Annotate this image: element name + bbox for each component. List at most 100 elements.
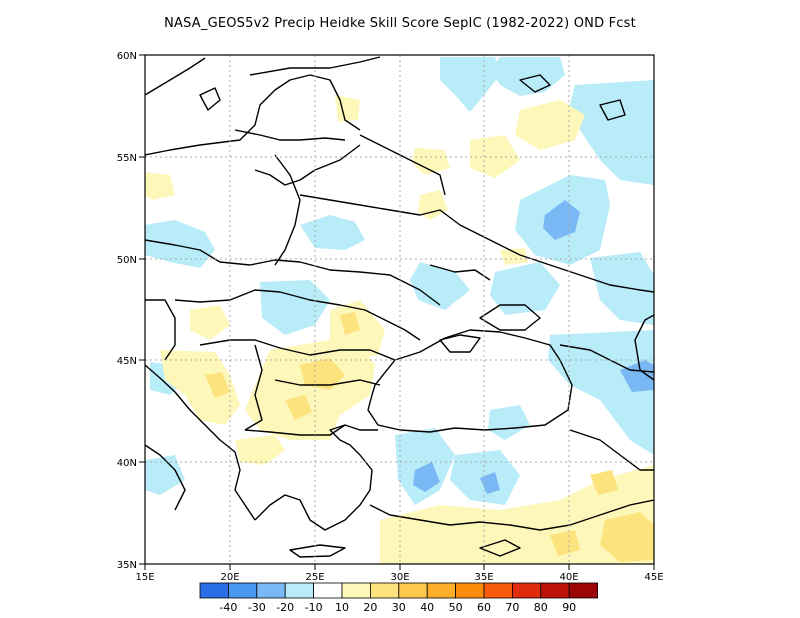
country-border xyxy=(569,499,654,526)
skill-shading xyxy=(145,57,654,564)
colorbar-label: 40 xyxy=(420,601,434,614)
positive-skill-patch xyxy=(418,190,448,220)
lake-outline xyxy=(519,74,551,93)
azov-sea-coastline xyxy=(479,304,541,331)
negative-skill-patch xyxy=(145,220,215,268)
country-border xyxy=(299,194,654,293)
negative-skill-patch xyxy=(490,57,565,96)
country-border xyxy=(174,289,421,341)
x-tick-label: 35E xyxy=(474,572,493,583)
colorbar-label: -20 xyxy=(276,601,294,614)
adriatic-coastline xyxy=(145,364,256,521)
country-border xyxy=(569,429,654,471)
colorbar-swatch xyxy=(284,582,315,599)
x-tick-label: 15E xyxy=(135,572,154,583)
negative-skill-patch xyxy=(490,262,560,315)
country-border xyxy=(199,339,396,361)
positive-skill-patch xyxy=(160,350,240,425)
colorbar xyxy=(199,582,599,599)
negative-skill-core xyxy=(480,472,500,494)
negative-skill-core xyxy=(543,200,580,240)
negative-skill-patch xyxy=(145,455,185,495)
country-border xyxy=(244,424,346,436)
positive-skill-core xyxy=(300,358,345,390)
colorbar-label: 20 xyxy=(363,601,377,614)
colorbar-label: 10 xyxy=(335,601,349,614)
country-border xyxy=(145,239,441,306)
y-tick-label: 40N xyxy=(117,458,137,469)
negative-skill-patch xyxy=(548,330,654,455)
x-axis xyxy=(144,564,655,570)
country-border xyxy=(234,129,346,141)
colorbar-label: 50 xyxy=(449,601,463,614)
colorbar-label: -30 xyxy=(248,601,266,614)
scandinavia-coastline xyxy=(145,57,206,96)
negative-skill-patch xyxy=(488,405,530,440)
aegean-coastline xyxy=(254,424,378,531)
negative-skill-patch xyxy=(410,262,470,310)
colorbar-label: -10 xyxy=(305,601,323,614)
baltic-coastline xyxy=(145,74,361,156)
lake-outline xyxy=(599,99,626,121)
cyprus-outline xyxy=(479,539,521,557)
x-tick-label: 30E xyxy=(390,572,409,583)
y-axis xyxy=(139,54,145,565)
positive-skill-core xyxy=(285,395,312,420)
positive-skill-core xyxy=(550,530,580,556)
colorbar-label: 30 xyxy=(392,601,406,614)
negative-skill-patch xyxy=(260,280,330,335)
map-title: NASA_GEOS5v2 Precip Heidke Skill Score S… xyxy=(164,16,636,31)
country-border xyxy=(274,154,301,266)
colorbar-swatch xyxy=(398,582,428,599)
colorbar-swatch xyxy=(426,582,457,599)
positive-skill-patch xyxy=(245,340,375,440)
turkey-south-coastline xyxy=(369,504,571,531)
gulf-of-finland-coastline xyxy=(249,56,381,76)
positive-skill-patch xyxy=(380,465,654,564)
colorbar-label: 60 xyxy=(477,601,491,614)
colorbar-swatch xyxy=(227,582,258,599)
colorbar-swatch xyxy=(540,582,570,599)
colorbar-label: 80 xyxy=(534,601,548,614)
crimea-coastline xyxy=(439,334,481,353)
island-outline xyxy=(199,87,221,111)
y-tick-label: 35N xyxy=(117,560,137,571)
x-tick-label: 40E xyxy=(559,572,578,583)
y-tick-label: 60N xyxy=(117,51,137,62)
colorbar-swatch xyxy=(512,582,542,599)
x-tick-label: 20E xyxy=(220,572,239,583)
colorbar-swatch xyxy=(369,582,400,599)
y-tick-label: 55N xyxy=(117,153,137,164)
positive-skill-core xyxy=(340,312,360,335)
crete-outline xyxy=(289,544,346,558)
country-border xyxy=(429,264,491,281)
positive-skill-patch xyxy=(515,100,585,150)
positive-skill-core xyxy=(205,372,230,398)
country-border xyxy=(145,299,176,361)
colorbar-swatch xyxy=(256,582,286,599)
negative-skill-patch xyxy=(300,215,365,250)
colorbar-label: -40 xyxy=(219,601,237,614)
positive-skill-patch xyxy=(190,305,230,340)
country-border xyxy=(254,144,361,186)
colorbar-swatch xyxy=(313,582,343,599)
positive-skill-patch xyxy=(412,148,450,175)
negative-skill-patch xyxy=(590,252,654,325)
positive-skill-patch xyxy=(500,248,528,265)
positive-skill-patch xyxy=(235,435,285,465)
x-tick-label: 45E xyxy=(644,572,663,583)
y-tick-label: 50N xyxy=(117,255,137,266)
negative-skill-patch xyxy=(570,80,654,185)
colorbar-swatch xyxy=(199,582,229,599)
negative-skill-patch xyxy=(440,57,500,112)
country-border xyxy=(359,134,446,196)
negative-skill-core xyxy=(413,462,440,492)
y-tick-label: 45N xyxy=(117,356,137,367)
positive-skill-core xyxy=(600,512,654,562)
negative-skill-core xyxy=(620,360,654,392)
positive-skill-patch xyxy=(145,172,175,200)
colorbar-swatch xyxy=(455,582,485,599)
positive-skill-core xyxy=(590,470,618,495)
positive-skill-patch xyxy=(335,95,360,122)
